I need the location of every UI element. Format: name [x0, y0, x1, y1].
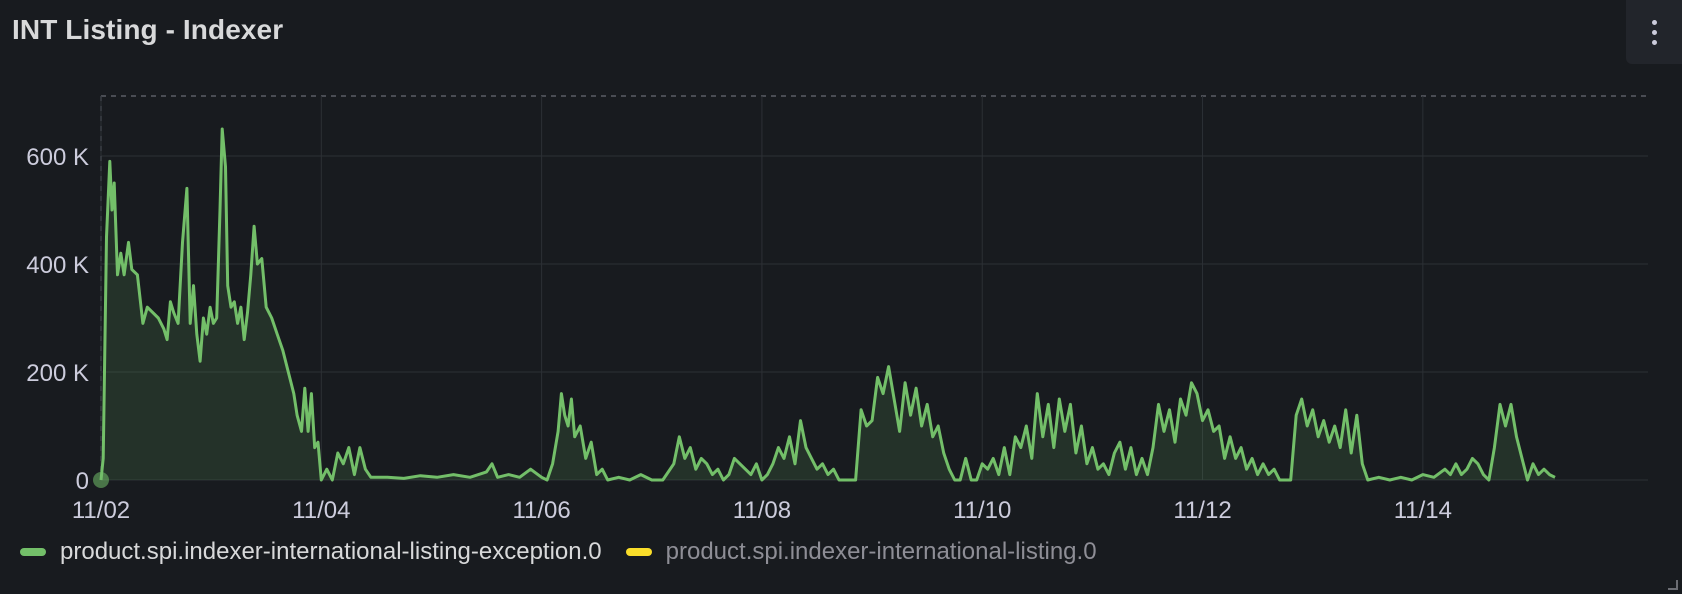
x-tick-label: 11/14	[1394, 497, 1452, 524]
legend-swatch-icon	[20, 548, 46, 556]
series-area	[101, 129, 1555, 480]
x-tick-label: 11/12	[1173, 497, 1231, 524]
chart-legend: product.spi.indexer-international-listin…	[20, 538, 1097, 566]
legend-label: product.spi.indexer-international-listin…	[665, 538, 1097, 565]
x-tick-label: 11/06	[512, 497, 570, 524]
x-tick-label: 11/02	[72, 497, 130, 524]
panel-title: INT Listing - Indexer	[12, 14, 284, 45]
vertical-ellipsis-icon	[1651, 19, 1657, 45]
legend-swatch-icon	[625, 548, 652, 556]
x-tick-label: 11/04	[292, 497, 350, 524]
legend-item[interactable]: product.spi.indexer-international-listin…	[20, 538, 602, 566]
resize-handle[interactable]	[1668, 580, 1678, 590]
y-tick-label: 0	[76, 468, 89, 495]
series-start-point	[93, 472, 109, 488]
legend-label: product.spi.indexer-international-listin…	[60, 538, 602, 565]
x-tick-label: 11/08	[733, 497, 791, 524]
series-line	[99, 127, 1556, 482]
y-tick-label: 200 K	[26, 360, 89, 387]
y-tick-label: 400 K	[26, 252, 89, 279]
legend-item[interactable]: product.spi.indexer-international-listin…	[625, 538, 1097, 566]
panel-menu-button[interactable]	[1626, 0, 1682, 64]
y-tick-label: 600 K	[26, 144, 89, 171]
x-tick-label: 11/10	[953, 497, 1011, 524]
